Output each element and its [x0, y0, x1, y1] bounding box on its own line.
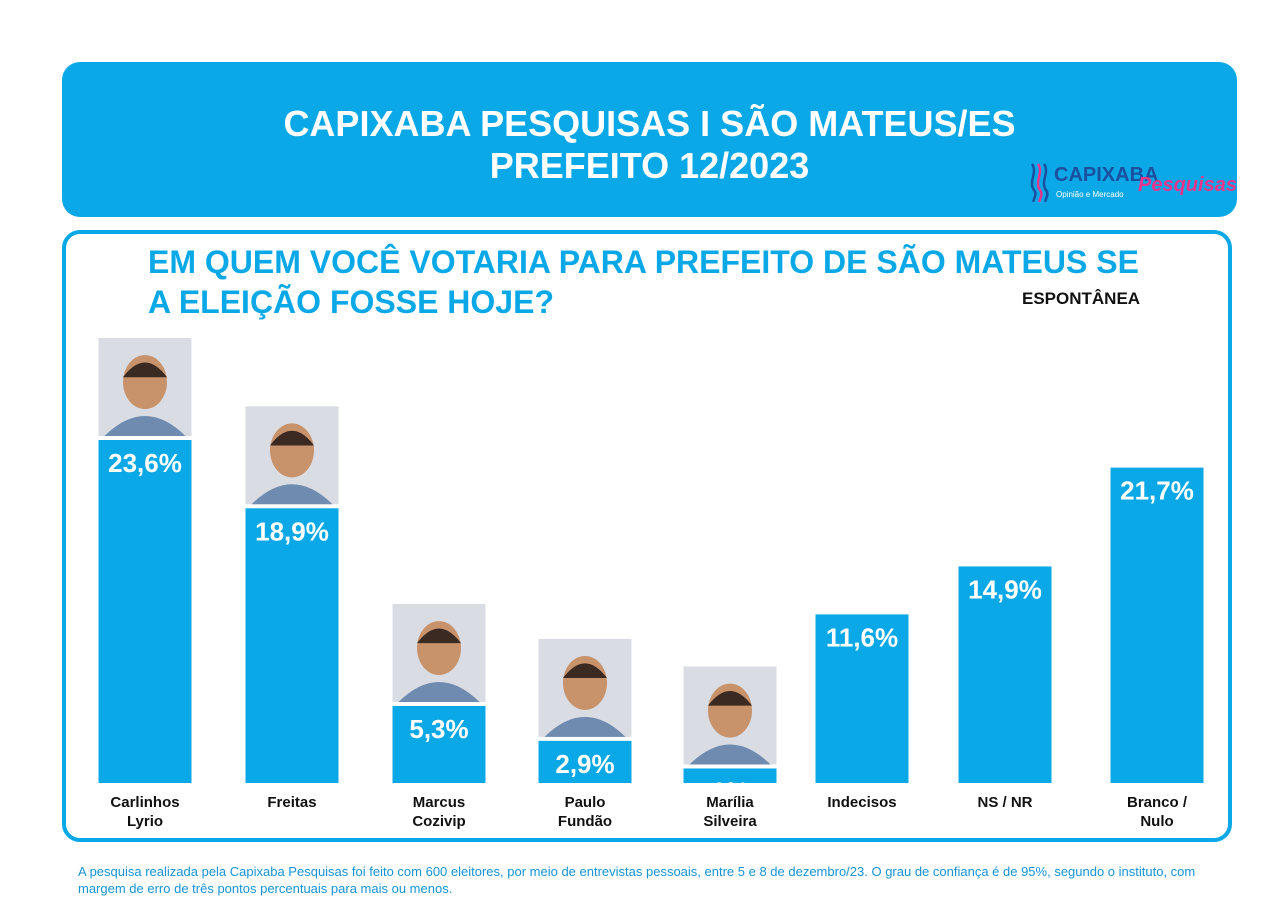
category-label: Marcus — [413, 794, 466, 811]
category-label: Indecisos — [827, 794, 896, 811]
chart-panel — [62, 230, 1232, 842]
question-title: EM QUEM VOCÊ VOTARIA PARA PREFEITO DE SÃ… — [148, 242, 1178, 322]
candidate-photo — [538, 638, 632, 737]
data-label: 11,6% — [826, 622, 898, 652]
bar — [1110, 467, 1204, 783]
bar-group: 11,6% Indecisos — [815, 614, 909, 811]
category-label: Marília — [706, 794, 754, 811]
logo-wordmark: CAPIXABA — [1054, 164, 1159, 186]
logo-accent: Pesquisas — [1138, 174, 1237, 196]
methodology-footnote: A pesquisa realizada pela Capixaba Pesqu… — [78, 864, 1196, 896]
bar-group: 1%Marília Silveira — [683, 666, 777, 830]
data-label: 21,7% — [1120, 476, 1194, 506]
category-label: Fundão — [558, 813, 612, 830]
header-title: CAPIXABA PESQUISAS I SÃO MATEUS/ES — [283, 103, 1016, 144]
survey-type-tag: ESPONTÂNEA — [1022, 289, 1141, 308]
category-label: Nulo — [1140, 813, 1173, 830]
logo-waves-icon — [1030, 163, 1049, 202]
bar — [683, 768, 777, 783]
bar-group: 23,6% Carlinhos Lyrio — [98, 338, 192, 830]
question-line-2: A ELEIÇÃO FOSSE HOJE? — [148, 284, 554, 320]
bar-group: 18,9% Freitas — [245, 406, 339, 811]
bar — [392, 705, 486, 783]
data-label: 18,9% — [255, 516, 329, 546]
data-label: 1% — [711, 776, 749, 806]
candidate-photo — [683, 666, 777, 765]
data-label: 2,9% — [555, 749, 614, 779]
category-label: Lyrio — [127, 813, 163, 830]
data-label: 23,6% — [108, 448, 182, 478]
question-line-1: EM QUEM VOCÊ VOTARIA PARA PREFEITO DE SÃ… — [148, 244, 1139, 280]
bar-group: 5,3% Marcus Cozivip — [392, 603, 486, 830]
data-label: 5,3% — [409, 714, 468, 744]
category-label: Carlinhos — [110, 794, 179, 811]
bar-group: 21,7% Branco / Nulo — [1110, 467, 1204, 830]
category-label: Silveira — [703, 813, 757, 830]
capixaba-logo: CAPIXABA Opinião e Mercado Pesquisas — [1028, 162, 1238, 202]
category-label: Paulo — [565, 794, 606, 811]
bar-group: 2,9% Paulo Fundão — [538, 638, 632, 830]
bar-group: 14,9% NS / NR — [958, 566, 1052, 811]
candidate-photo — [245, 406, 339, 505]
bar — [245, 508, 339, 783]
candidate-photo — [392, 603, 486, 702]
candidate-photo — [98, 338, 192, 436]
logo-tagline: Opinião e Mercado — [1056, 190, 1124, 199]
bar — [958, 566, 1052, 783]
bar — [98, 440, 192, 783]
category-label: NS / NR — [977, 794, 1032, 811]
data-label: 14,9% — [968, 574, 1042, 604]
bar — [815, 614, 909, 783]
header-subtitle: PREFEITO 12/2023 — [489, 145, 810, 186]
header-banner: CAPIXABA PESQUISAS I SÃO MATEUS/ES PREFE… — [62, 62, 1237, 217]
category-label: Branco / — [1127, 794, 1188, 811]
bar — [538, 740, 632, 783]
category-label: Cozivip — [412, 813, 465, 830]
category-label: Freitas — [267, 794, 316, 811]
